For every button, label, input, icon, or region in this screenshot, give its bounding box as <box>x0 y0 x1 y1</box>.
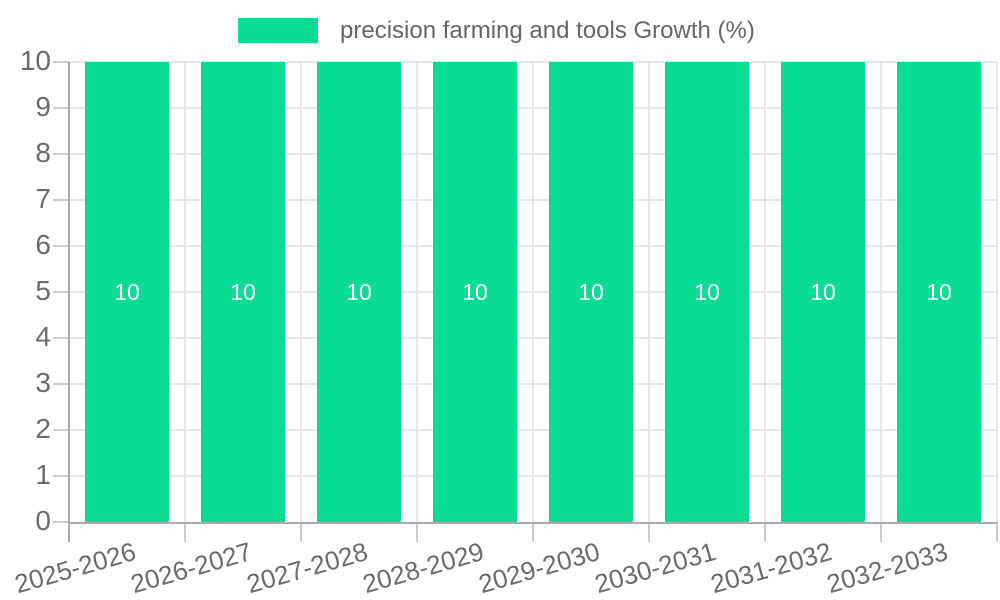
x-axis-label: 2032-2033 <box>822 536 951 600</box>
y-axis-tick <box>53 429 69 431</box>
y-axis-tick <box>53 337 69 339</box>
x-axis-tick <box>648 522 650 542</box>
y-axis-tick <box>53 61 69 63</box>
bar-value-label: 10 <box>810 278 836 305</box>
y-axis-tick <box>53 291 69 293</box>
bar-value-label: 10 <box>694 278 720 305</box>
bar[interactable]: 10 <box>781 62 865 522</box>
bar-value-label: 10 <box>926 278 952 305</box>
gridline-vertical <box>764 62 766 522</box>
gridline-vertical <box>880 62 882 522</box>
bar[interactable]: 10 <box>433 62 517 522</box>
y-axis-label: 10 <box>19 45 51 76</box>
gridline-vertical <box>184 62 186 522</box>
y-axis-tick <box>53 245 69 247</box>
y-axis-label: 4 <box>35 321 51 352</box>
legend-label: precision farming and tools Growth (%) <box>340 17 755 44</box>
y-axis-tick <box>53 475 69 477</box>
gridline-vertical <box>648 62 650 522</box>
y-axis-label: 1 <box>35 459 51 490</box>
y-axis-label: 0 <box>35 505 51 536</box>
y-axis-label: 9 <box>35 91 51 122</box>
y-axis-label: 2 <box>35 413 51 444</box>
bar[interactable]: 10 <box>897 62 981 522</box>
bar-value-label: 10 <box>346 278 372 305</box>
y-axis-label: 8 <box>35 137 51 168</box>
gridline-vertical <box>996 62 998 522</box>
gridline-vertical <box>532 62 534 522</box>
x-axis-label: 2026-2027 <box>126 536 255 600</box>
bar-value-label: 10 <box>114 278 140 305</box>
y-axis-label: 6 <box>35 229 51 260</box>
x-axis-tick <box>880 522 882 542</box>
x-axis-label: 2027-2028 <box>242 536 371 600</box>
x-axis-tick <box>184 522 186 542</box>
x-axis-label: 2031-2032 <box>706 536 835 600</box>
x-axis-label: 2030-2031 <box>590 536 719 600</box>
gridline-vertical <box>416 62 418 522</box>
x-axis-tick <box>416 522 418 542</box>
bar[interactable]: 10 <box>85 62 169 522</box>
x-axis-tick <box>532 522 534 542</box>
legend[interactable]: precision farming and tools Growth (%) <box>238 18 755 43</box>
gridline-vertical <box>300 62 302 522</box>
bar-value-label: 10 <box>578 278 604 305</box>
y-axis-label: 3 <box>35 367 51 398</box>
y-axis-tick <box>53 153 69 155</box>
y-axis-line <box>68 62 70 542</box>
bar-value-label: 10 <box>462 278 488 305</box>
bar[interactable]: 10 <box>201 62 285 522</box>
x-axis-label: 2028-2029 <box>358 536 487 600</box>
bar[interactable]: 10 <box>549 62 633 522</box>
x-axis-tick <box>996 522 998 542</box>
y-axis-tick <box>53 107 69 109</box>
y-axis-tick <box>53 521 69 523</box>
y-axis-tick <box>53 199 69 201</box>
bar[interactable]: 10 <box>665 62 749 522</box>
x-axis-label: 2025-2026 <box>10 536 139 600</box>
bar[interactable]: 10 <box>317 62 401 522</box>
y-axis-label: 7 <box>35 183 51 214</box>
y-axis-tick <box>53 383 69 385</box>
x-axis-line <box>69 522 997 524</box>
x-axis-tick <box>764 522 766 542</box>
bar-value-label: 10 <box>230 278 256 305</box>
y-axis-label: 5 <box>35 275 51 306</box>
x-axis-tick <box>300 522 302 542</box>
x-axis-label: 2029-2030 <box>474 536 603 600</box>
legend-swatch-icon <box>238 18 318 43</box>
